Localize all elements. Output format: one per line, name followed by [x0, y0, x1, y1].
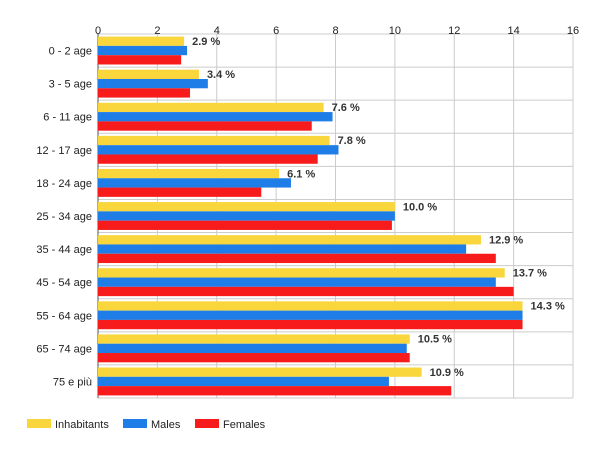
bar-males[interactable]: [98, 145, 339, 155]
bar-females[interactable]: [98, 220, 392, 230]
bar-inhabitants[interactable]: [98, 235, 481, 245]
data-label: 10.9 %: [430, 367, 464, 379]
bar-females[interactable]: [98, 88, 191, 98]
category-label: 6 - 11 age: [43, 112, 92, 124]
category-label: 75 e più: [53, 376, 92, 388]
bar-males[interactable]: [98, 112, 333, 122]
bars: [98, 36, 523, 396]
bar-inhabitants[interactable]: [98, 102, 324, 113]
data-label: 10.0 %: [403, 201, 437, 213]
legend-swatch: [195, 419, 219, 428]
bar-inhabitants[interactable]: [98, 202, 395, 212]
data-label: 2.9 %: [192, 36, 220, 48]
legend-label: Males: [151, 419, 181, 431]
bar-females[interactable]: [98, 386, 452, 396]
category-label: 12 - 17 age: [36, 145, 92, 157]
bar-inhabitants[interactable]: [98, 135, 330, 146]
x-tick-label: 0: [95, 25, 101, 37]
category-label: 55 - 64 age: [36, 310, 92, 322]
legend-swatch: [123, 419, 147, 428]
bar-females[interactable]: [98, 154, 318, 164]
data-label: 12.9 %: [489, 234, 523, 246]
bar-males[interactable]: [98, 376, 389, 387]
x-tick-label: 2: [154, 25, 160, 37]
data-label: 6.1 %: [287, 168, 315, 180]
category-label: 25 - 34 age: [36, 211, 92, 223]
data-label: 7.6 %: [332, 102, 360, 114]
category-label: 45 - 54 age: [36, 277, 92, 289]
bar-inhabitants[interactable]: [98, 168, 280, 179]
legend-label: Females: [223, 419, 266, 431]
data-label: 7.8 %: [338, 135, 366, 147]
bar-inhabitants[interactable]: [98, 367, 422, 377]
data-label: 10.5 %: [418, 334, 452, 346]
data-label: 3.4 %: [207, 69, 235, 81]
bar-males[interactable]: [98, 45, 188, 56]
bar-females[interactable]: [98, 187, 262, 197]
bar-inhabitants[interactable]: [98, 268, 505, 278]
bar-females[interactable]: [98, 319, 523, 330]
bar-males[interactable]: [98, 78, 208, 89]
bar-inhabitants[interactable]: [98, 36, 185, 46]
bar-males[interactable]: [98, 310, 523, 320]
bar-males[interactable]: [98, 277, 496, 287]
category-label: 3 - 5 age: [49, 79, 92, 91]
x-tick-label: 10: [389, 25, 401, 37]
bar-inhabitants[interactable]: [98, 69, 199, 79]
x-tick-label: 16: [567, 25, 579, 37]
bar-males[interactable]: [98, 211, 395, 221]
x-tick-label: 6: [273, 25, 279, 37]
bar-inhabitants[interactable]: [98, 334, 410, 344]
data-label: 13.7 %: [513, 268, 547, 280]
x-tick-label: 12: [448, 25, 460, 37]
legend-item-females[interactable]: Females: [195, 419, 266, 431]
bar-males[interactable]: [98, 178, 291, 188]
bar-males[interactable]: [98, 244, 467, 254]
category-label: 18 - 24 age: [36, 178, 92, 190]
bar-females[interactable]: [98, 353, 410, 363]
legend-item-males[interactable]: Males: [123, 419, 181, 431]
bar-inhabitants[interactable]: [98, 301, 523, 311]
bar-males[interactable]: [98, 343, 407, 354]
x-tick-label: 8: [332, 25, 338, 37]
bar-females[interactable]: [98, 55, 182, 65]
data-label: 14.3 %: [531, 301, 565, 313]
category-label: 35 - 44 age: [36, 244, 92, 256]
x-tick-label: 14: [508, 25, 520, 37]
category-label: 65 - 74 age: [36, 343, 92, 355]
bar-females[interactable]: [98, 253, 496, 264]
bar-females[interactable]: [98, 121, 312, 131]
bar-females[interactable]: [98, 286, 514, 297]
legend-swatch: [27, 419, 51, 428]
x-tick-label: 4: [214, 25, 220, 37]
legend-item-inhabitants[interactable]: Inhabitants: [27, 419, 109, 431]
legend-label: Inhabitants: [55, 419, 109, 431]
category-label: 0 - 2 age: [49, 46, 92, 58]
legend: Inhabitants Males Females: [27, 419, 266, 431]
labels: 0 2 4 6 8 10 12 14 16 0 - 2 age 2.9 % 3 - 5 age 3.4 …: [36, 25, 579, 388]
